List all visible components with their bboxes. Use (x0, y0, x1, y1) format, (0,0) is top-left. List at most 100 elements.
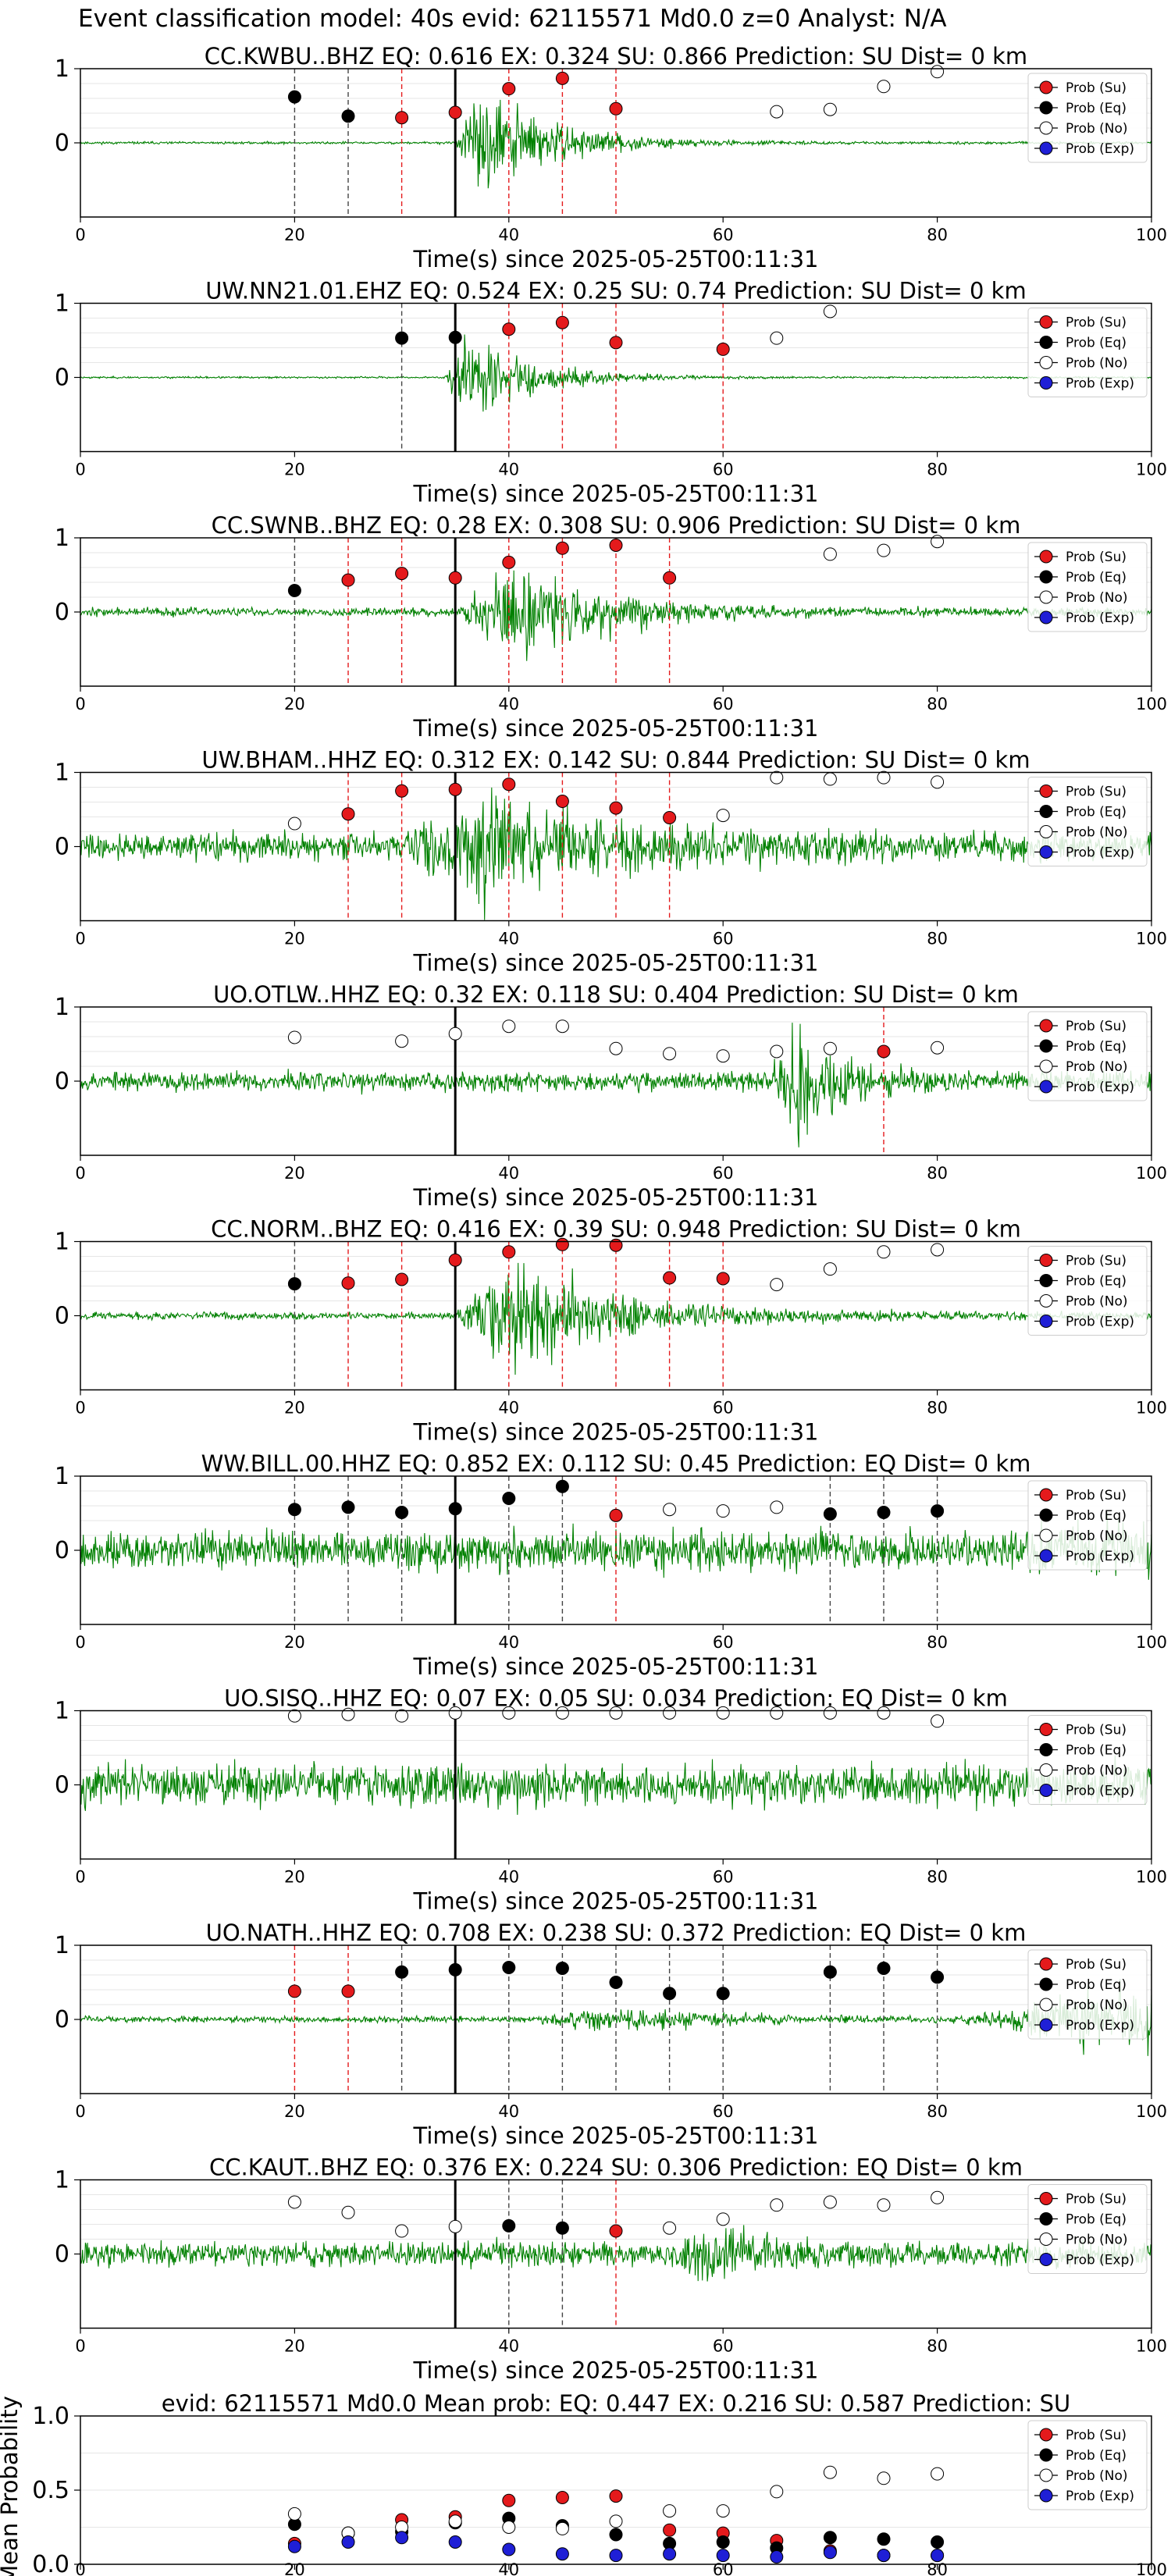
legend-label: Prob (Eq) (1066, 1274, 1127, 1290)
prob-point-no (555, 1019, 569, 1034)
prob-point-no (287, 1030, 301, 1044)
prob-point-su (502, 322, 516, 336)
prob-point-no (823, 1706, 837, 1720)
mean-prob-point-exp (823, 2546, 837, 2560)
prob-point-no (448, 2219, 462, 2233)
prob-point-no (877, 770, 891, 785)
x-tick-label: 60 (713, 930, 734, 948)
x-axis-label: Time(s) since 2025-05-25T00:11:31 (413, 950, 819, 977)
prob-point-no (448, 1026, 462, 1041)
x-tick-label: 20 (284, 461, 305, 479)
mean-prob-point-exp (770, 2550, 784, 2564)
prob-point-no (770, 1044, 784, 1059)
prob-point-su (502, 82, 516, 96)
prob-point-eq (448, 1962, 462, 1976)
legend-label: Prob (Su) (1066, 1488, 1127, 1503)
legend-marker-eq (1039, 1274, 1053, 1287)
legend-marker-exp (1039, 845, 1053, 859)
x-tick-label: 100 (1136, 2102, 1167, 2121)
legend-marker-exp (1039, 1315, 1053, 1328)
y-tick-label: 0 (55, 130, 69, 157)
x-axis-label: Time(s) since 2025-05-25T00:11:31 (413, 715, 819, 742)
x-tick-label: 0 (75, 1399, 85, 1418)
x-tick-label: 80 (927, 461, 948, 479)
legend-box (1027, 73, 1148, 163)
legend-box (1027, 777, 1148, 866)
y-tick-label: 0 (55, 1068, 69, 1095)
mean-prob-point-exp (663, 2547, 677, 2561)
prob-point-no (287, 2195, 301, 2209)
x-tick-label: 40 (498, 1164, 519, 1183)
legend-marker-no (1039, 2233, 1053, 2246)
prob-point-no (716, 809, 730, 823)
mean-prob-point-su (609, 2489, 623, 2503)
prob-point-no (716, 1706, 730, 1720)
panel-title: WW.BILL.00.HHZ EQ: 0.852 EX: 0.112 SU: 0… (201, 1450, 1031, 1477)
x-tick-label: 40 (498, 930, 519, 948)
x-tick-label: 20 (284, 1868, 305, 1887)
y-tick-label: 1 (55, 1698, 69, 1725)
legend-marker-eq (1039, 101, 1053, 115)
waveform-trace (80, 570, 1152, 661)
y-tick-label: 1 (55, 1932, 69, 1959)
prob-point-eq (555, 2221, 569, 2235)
panel-title: UO.SISQ..HHZ EQ: 0.07 EX: 0.05 SU: 0.034… (224, 1685, 1008, 1712)
legend: Prob (Su) Prob (Eq) Prob (No) Prob (Exp) (1027, 1480, 1148, 1571)
prob-point-no (341, 2205, 355, 2219)
prob-point-eq (341, 1500, 355, 1514)
prob-point-eq (502, 1961, 516, 1974)
legend-marker-su (1039, 80, 1053, 94)
prob-point-su (448, 571, 462, 585)
prob-point-no (663, 1503, 677, 1517)
prob-point-su (395, 1272, 409, 1286)
legend-marker-eq (1039, 336, 1053, 349)
legend-label: Prob (No) (1066, 356, 1128, 372)
panel-title: UW.BHAM..HHZ EQ: 0.312 EX: 0.142 SU: 0.8… (201, 747, 1030, 774)
y-tick-label: 0 (55, 1303, 69, 1330)
mean-prob-point-no (609, 2514, 623, 2528)
prob-point-no (877, 80, 891, 94)
legend-label: Prob (Eq) (1066, 1743, 1127, 1759)
prob-point-no (823, 1262, 837, 1276)
legend-label: Prob (Exp) (1066, 1549, 1134, 1564)
prob-point-su (555, 541, 569, 555)
prob-point-eq (555, 1961, 569, 1975)
prob-point-su (395, 111, 409, 125)
x-tick-label: 80 (927, 2560, 948, 2576)
x-tick-label: 60 (713, 1399, 734, 1418)
legend-marker-no (1039, 356, 1053, 369)
prob-point-no (609, 1041, 623, 1055)
legend-label: Prob (Eq) (1066, 570, 1127, 585)
legend: Prob (Su) Prob (Eq) Prob (No) Prob (Exp) (1027, 1011, 1148, 1101)
legend-label: Prob (Exp) (1066, 2018, 1134, 2033)
x-tick-label: 60 (713, 1868, 734, 1887)
legend-marker-su (1039, 1957, 1053, 1971)
prob-point-su (448, 782, 462, 796)
legend-label: Prob (No) (1066, 1998, 1128, 2013)
y-tick-label: 1 (55, 760, 69, 787)
prob-point-no (877, 2198, 891, 2212)
legend-marker-eq (1039, 2212, 1053, 2226)
legend-marker-no (1039, 1528, 1053, 1542)
mean-prob-point-exp (931, 2549, 945, 2563)
legend-marker-exp (1039, 610, 1053, 624)
prob-point-no (931, 775, 945, 789)
legend-label: Prob (No) (1066, 825, 1128, 841)
mean-prob-point-exp (287, 2539, 301, 2553)
legend-label: Prob (No) (1066, 1528, 1128, 1544)
legend-label: Prob (Su) (1066, 1019, 1127, 1034)
waveform-trace (80, 787, 1152, 920)
prob-point-eq (663, 1987, 677, 2001)
x-tick-label: 100 (1136, 1164, 1167, 1183)
prob-point-no (609, 1706, 623, 1720)
legend: Prob (Su) Prob (Eq) Prob (No) Prob (Exp) (1027, 1715, 1148, 1805)
prob-point-no (931, 1243, 945, 1257)
y-tick-label: 0.0 (32, 2551, 69, 2576)
x-tick-label: 0 (75, 226, 85, 244)
legend-marker-no (1039, 121, 1053, 135)
legend: Prob (Su) Prob (Eq) Prob (No) Prob (Exp) (1027, 1246, 1148, 1336)
mean-prob-point-exp (341, 2535, 355, 2549)
